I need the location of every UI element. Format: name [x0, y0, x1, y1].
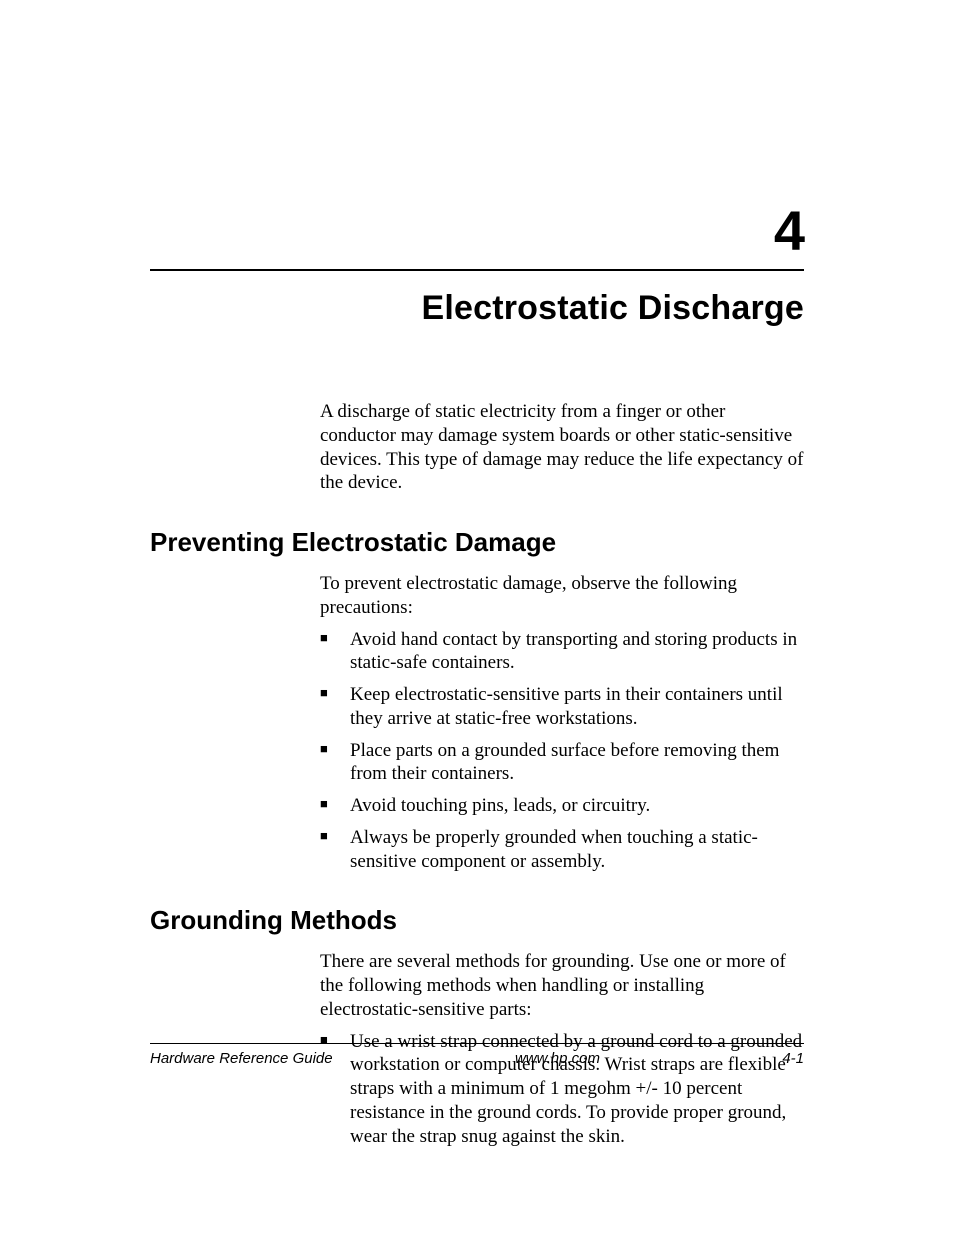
chapter-title: Electrostatic Discharge — [150, 289, 804, 328]
section-heading: Grounding Methods — [150, 905, 804, 936]
footer-row: Hardware Reference Guide www.hp.com 4-1 — [150, 1050, 804, 1067]
chapter-rule — [150, 269, 804, 271]
section-heading: Preventing Electrostatic Damage — [150, 527, 804, 558]
chapter-number: 4 — [150, 198, 804, 263]
list-item: Avoid touching pins, leads, or circuitry… — [320, 794, 804, 818]
bullet-list: Avoid hand contact by transporting and s… — [320, 628, 804, 874]
page-footer: Hardware Reference Guide www.hp.com 4-1 — [150, 1043, 804, 1067]
list-item: Place parts on a grounded surface before… — [320, 739, 804, 787]
footer-center: www.hp.com — [515, 1050, 600, 1067]
section-lead: There are several methods for grounding.… — [320, 950, 804, 1021]
footer-rule — [150, 1043, 804, 1044]
footer-right: 4-1 — [782, 1050, 804, 1067]
section-lead: To prevent electrostatic damage, observe… — [320, 572, 804, 620]
list-item: Avoid hand contact by transporting and s… — [320, 628, 804, 676]
list-item: Keep electrostatic-sensitive parts in th… — [320, 683, 804, 731]
footer-left: Hardware Reference Guide — [150, 1050, 333, 1067]
chapter-intro: A discharge of static electricity from a… — [320, 400, 804, 495]
list-item: Always be properly grounded when touchin… — [320, 826, 804, 874]
